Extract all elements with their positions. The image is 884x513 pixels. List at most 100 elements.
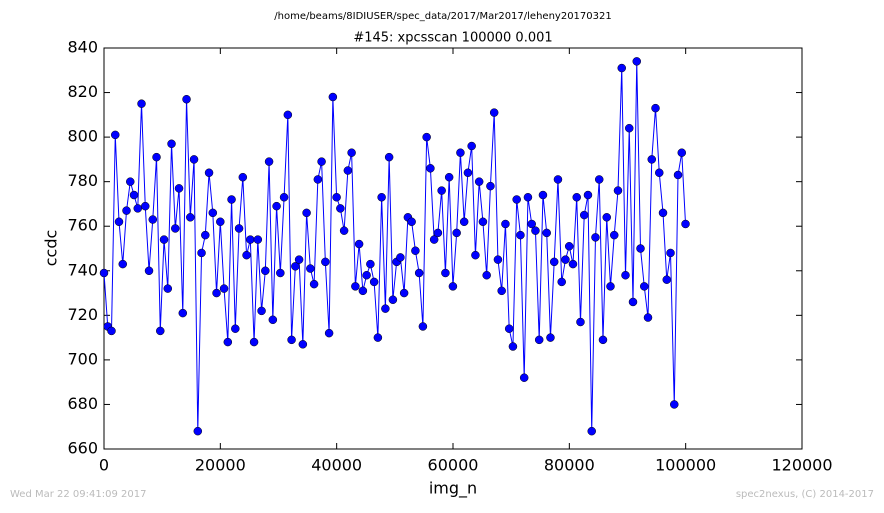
x-tick-label: 0 [99,456,109,475]
y-tick-label: 780 [67,171,98,190]
data-point [186,213,195,222]
data-point [602,213,611,222]
x-axis-label: img_n [429,479,477,499]
data-point [208,208,218,218]
data-point [613,186,623,195]
data-line [103,61,687,432]
data-point [261,266,270,276]
data-point [204,168,214,178]
data-point [339,226,349,235]
data-point [448,282,458,291]
x-tick-label: 60000 [428,456,479,475]
data-point [253,235,263,244]
data-point [167,139,176,149]
data-point [467,141,476,151]
data-point [163,284,173,293]
data-point [231,324,240,333]
data-point [624,123,634,133]
data-point [362,270,371,280]
data-point [99,268,109,278]
data-point [159,235,169,244]
data-point [174,184,184,193]
data-point [516,230,525,240]
data-point [662,275,672,284]
data-point [583,190,593,200]
data-point [306,264,315,273]
data-point [171,224,180,233]
data-point [246,235,255,244]
data-point [396,253,405,262]
data-point [126,177,135,186]
data-point [152,152,161,162]
data-point [257,306,266,316]
data-point [651,103,660,113]
data-point [264,157,274,166]
data-point [384,152,394,162]
x-tick-label: 40000 [311,456,362,475]
data-point [456,148,465,157]
data-point [129,190,139,200]
data-point [366,259,375,269]
data-point [141,201,150,211]
data-point [336,204,345,213]
footer-left: Wed Mar 22 09:41:09 2017 [10,489,146,500]
suptitle: /home/beams/8IDIUSER/spec_data/2017/Mar2… [274,11,611,22]
data-point [354,239,364,249]
data-point [324,328,334,338]
data-point [441,268,450,278]
x-tick-label: 100000 [655,456,716,475]
data-point [534,335,544,345]
data-point [276,268,285,278]
data-point [302,208,311,218]
data-point [283,110,293,120]
data-point [474,177,484,186]
data-point [576,317,585,327]
data-point [242,250,251,260]
x-tick-label: 80000 [544,456,595,475]
data-point [411,246,420,255]
data-point [673,170,683,180]
y-axis-label: ccdc [42,230,61,267]
x-tick-label: 120000 [771,456,832,475]
y-tick-label: 820 [67,82,98,101]
data-point [422,132,431,142]
y-tick-label: 760 [67,216,98,235]
data-point [647,155,657,164]
data-point [373,333,383,342]
data-point [234,224,244,233]
y-tick-label: 840 [67,38,98,57]
data-point [568,259,578,269]
data-point [587,426,596,436]
data-point [156,326,165,336]
data-point [452,228,461,238]
data-point [621,270,630,280]
data-point [399,288,409,298]
plot-frame [103,47,803,450]
data-point [216,217,225,227]
data-point [317,157,326,166]
data-point [542,228,551,238]
data-point [201,230,210,240]
data-point [508,342,518,351]
data-point [512,195,521,204]
data-point [640,282,649,291]
y-tick-label: 800 [67,127,98,146]
data-point [643,313,653,322]
data-point [519,373,529,382]
data-point [309,279,319,289]
data-point [369,277,379,287]
data-point [313,175,323,184]
data-point [358,286,368,296]
data-point [666,248,675,258]
data-point [486,181,495,191]
data-point [118,259,128,269]
data-point [268,315,278,325]
data-point [557,277,566,287]
data-point [122,206,131,215]
data-point [681,219,690,229]
data-point [133,204,143,213]
data-point [598,335,608,345]
data-point [459,217,469,227]
chart-title: #145: xpcsscan 100000 0.001 [353,31,552,46]
